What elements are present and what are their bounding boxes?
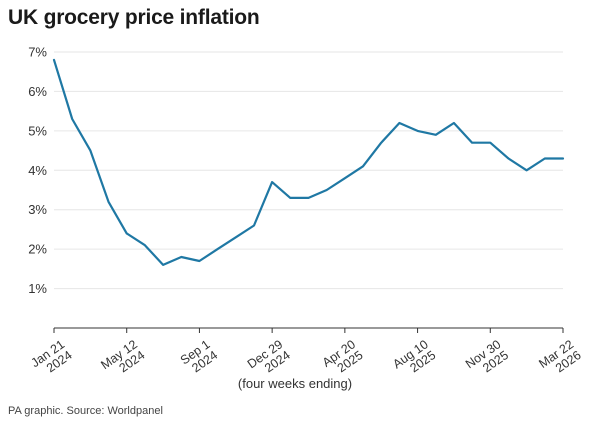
x-tick-label: Sep 12024 — [178, 337, 220, 378]
x-axis-label: (four weeks ending) — [237, 376, 353, 391]
gridlines — [54, 51, 563, 290]
y-tick-label: 3% — [28, 202, 47, 217]
x-axis: Jan 212024 May 122024 Sep 12024 Dec 292024 A… — [28, 328, 584, 381]
x-tick-label: Jan 212024 — [28, 337, 74, 381]
y-tick-label: 5% — [28, 123, 47, 138]
y-tick-label: 7% — [28, 45, 47, 60]
x-tick-label: Apr 202025 — [320, 337, 366, 380]
y-tick-label: 6% — [28, 84, 47, 99]
chart-title: UK grocery price inflation — [8, 6, 260, 29]
y-tick-label: 2% — [28, 242, 47, 257]
series-line — [52, 58, 565, 266]
y-tick-label: 1% — [28, 281, 47, 296]
y-tick-label: 4% — [28, 163, 47, 178]
y-axis: 1% 2% 3% 4% 5% 6% 7% — [28, 45, 47, 297]
source-note: PA graphic. Source: Worldpanel — [8, 405, 163, 417]
